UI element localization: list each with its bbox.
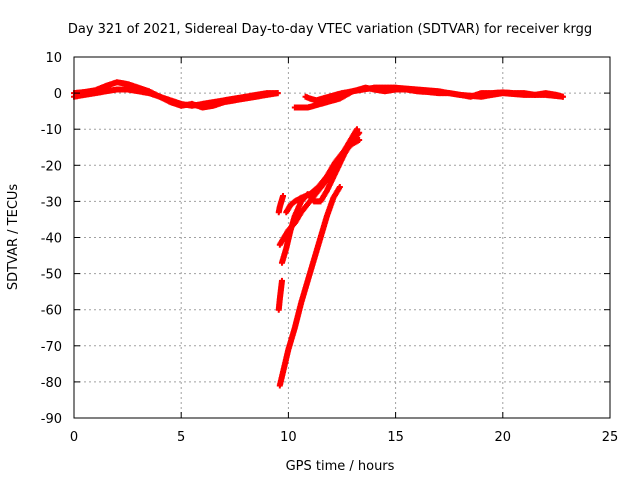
- data-point: [280, 192, 287, 199]
- x-tick-label: 25: [602, 430, 619, 445]
- y-tick-label: -30: [41, 195, 62, 210]
- series-isolated-segment-2: [275, 277, 285, 313]
- data-point: [274, 90, 281, 97]
- data-point: [336, 183, 343, 190]
- series-isolated-segment-1: [275, 192, 287, 216]
- y-tick-label: -90: [41, 412, 62, 427]
- x-tick-label: 10: [280, 430, 297, 445]
- x-tick-label: 0: [70, 430, 78, 445]
- axis-layer: 0 5 10 15 20 25 10 0 -10 -20 -30 -40 -50 -60 -70 -80 -90: [41, 51, 619, 445]
- y-tick-label: -50: [41, 268, 62, 283]
- y-tick-label: -60: [41, 304, 62, 319]
- y-tick-label: 0: [54, 87, 62, 102]
- y-tick-label: -80: [41, 376, 62, 391]
- series-near-zero-band-B: [71, 86, 281, 109]
- series-steep-pass: [276, 183, 343, 389]
- y-tick-label: -40: [41, 232, 62, 247]
- chart-title: Day 321 of 2021, Sidereal Day-to-day VTE…: [68, 22, 592, 37]
- series-near-zero-band-D: [302, 84, 566, 104]
- data-point: [278, 277, 285, 284]
- x-tick-label: 5: [177, 430, 185, 445]
- y-tick-label: 10: [45, 51, 62, 66]
- x-tick-label: 15: [387, 430, 404, 445]
- data-point: [356, 129, 363, 136]
- x-axis-label: GPS time / hours: [286, 459, 395, 474]
- data-point: [559, 93, 566, 100]
- x-tick-label: 20: [495, 430, 512, 445]
- data-point: [356, 137, 363, 144]
- grid: [74, 57, 610, 418]
- y-tick-label: -20: [41, 159, 62, 174]
- y-tick-label: -10: [41, 123, 62, 138]
- series-layer: [71, 79, 566, 389]
- y-tick-label: -70: [41, 340, 62, 355]
- y-axis-label: SDTVAR / TECUs: [6, 184, 21, 291]
- data-point: [354, 126, 361, 133]
- series-descending-arc-3: [283, 137, 363, 216]
